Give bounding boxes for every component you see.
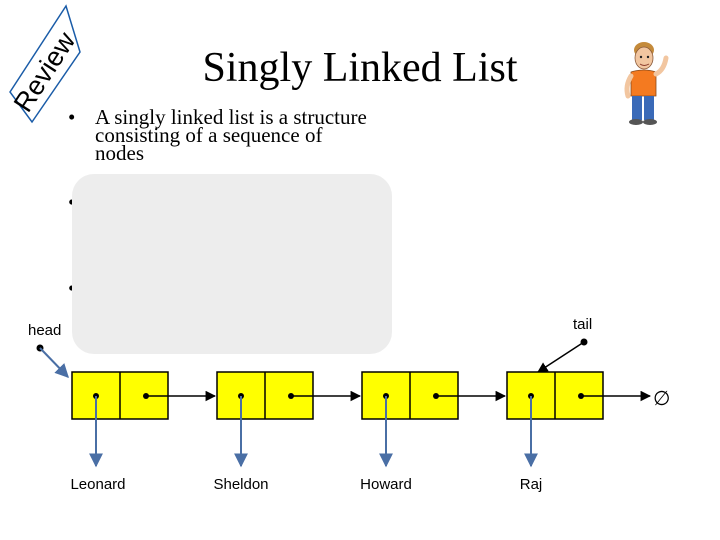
bullet-dot-2: • xyxy=(68,192,75,213)
head-label: head xyxy=(28,322,62,339)
bullet-item-1: • A singly linked list is a structure co… xyxy=(68,105,368,165)
element-label: Sheldon xyxy=(213,476,268,493)
element-label: Howard xyxy=(360,476,412,493)
tail-label: tail xyxy=(573,316,593,333)
element-label: Leonard xyxy=(70,476,125,493)
null-symbol: ∅ xyxy=(653,386,670,410)
bullet-text-1: A singly linked list is a structure cons… xyxy=(95,105,367,165)
element-label: Raj xyxy=(520,476,543,493)
bullet-dot: • xyxy=(68,105,76,129)
hidden-content-overlay xyxy=(72,174,392,354)
review-banner: Review xyxy=(8,4,82,124)
tail-pointer-arrow xyxy=(537,338,588,373)
head-pointer-arrow xyxy=(36,344,69,379)
bullet-dot-3: • xyxy=(68,278,75,299)
character-avatar xyxy=(624,42,669,125)
page-title: Singly Linked List xyxy=(202,45,518,91)
